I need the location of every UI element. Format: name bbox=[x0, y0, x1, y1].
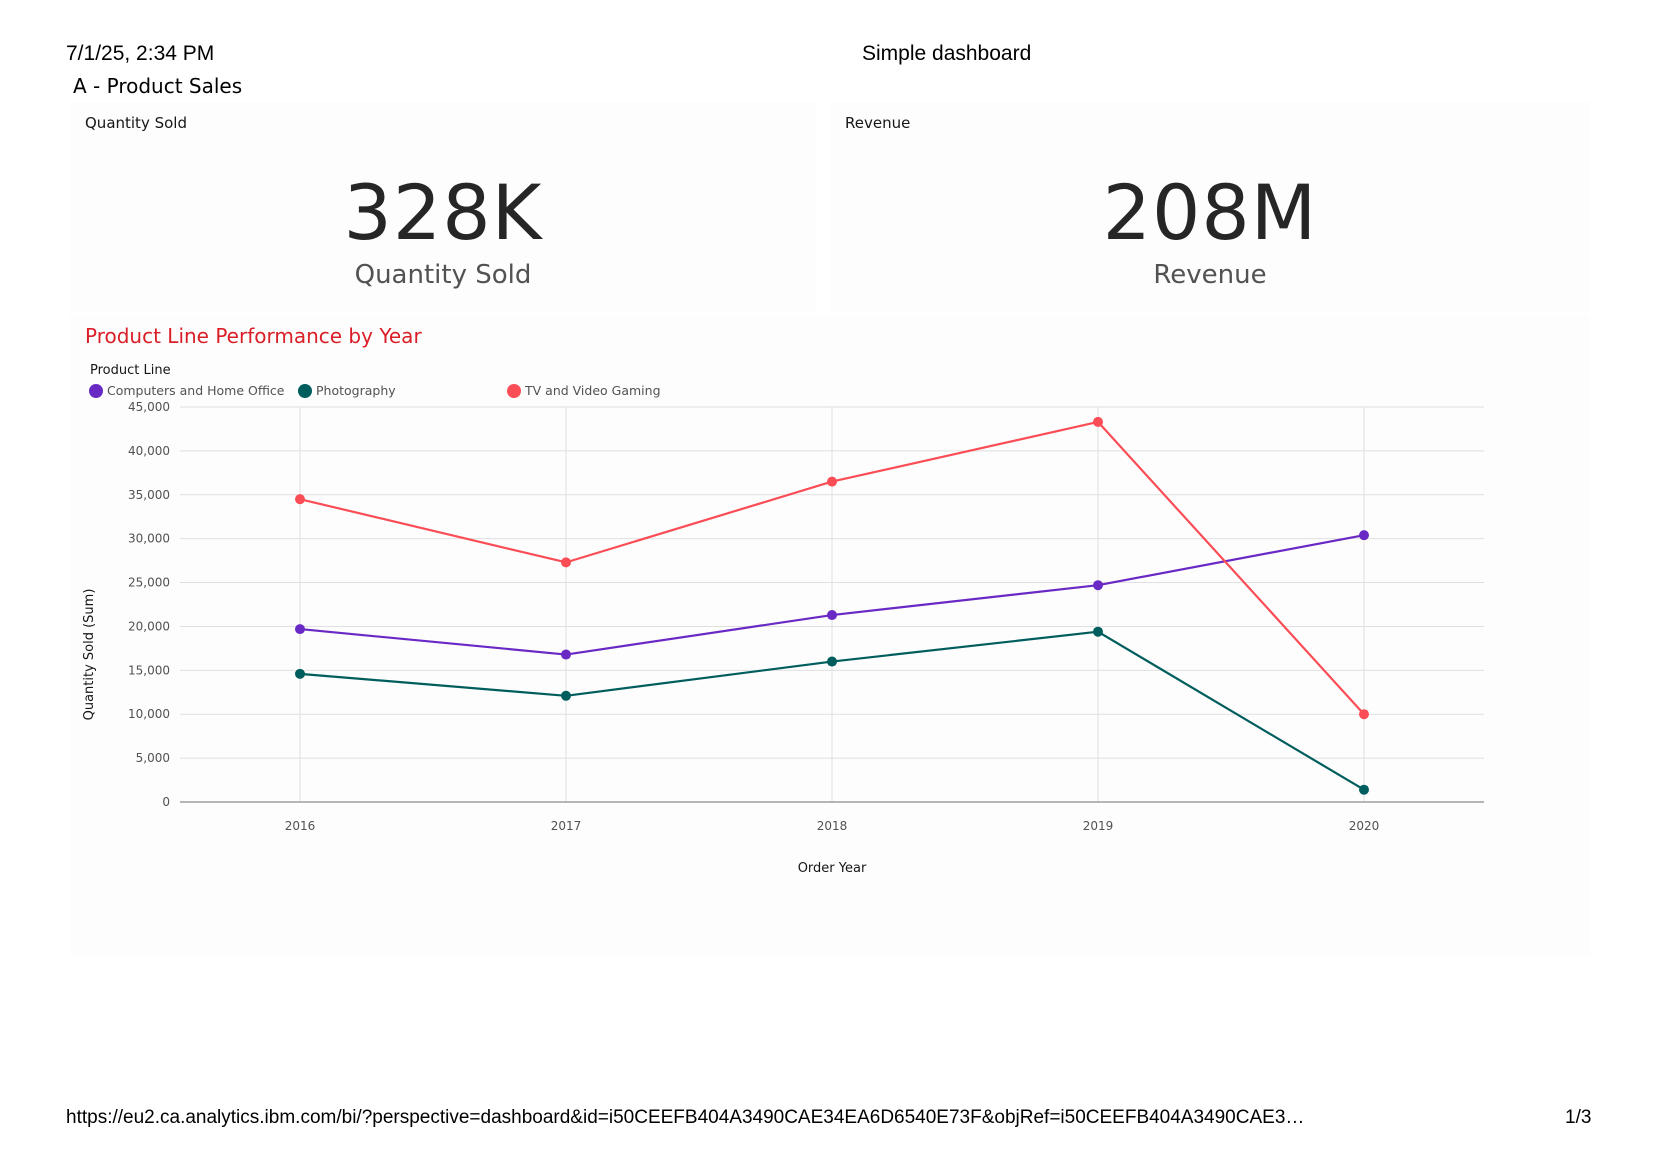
data-point bbox=[1093, 626, 1103, 637]
dashboard-tab-name: A - Product Sales bbox=[73, 74, 243, 98]
y-tick-label: 35,000 bbox=[128, 488, 170, 502]
y-tick-label: 10,000 bbox=[128, 707, 170, 721]
y-tick-label: 5,000 bbox=[136, 751, 170, 765]
kpi-quantity-sold-widget[interactable]: Quantity Sold 328K Quantity Sold bbox=[70, 102, 816, 312]
data-point bbox=[827, 476, 837, 487]
line-chart-widget[interactable]: Product Line Performance by Year Product… bbox=[70, 315, 1590, 955]
data-point bbox=[1093, 580, 1103, 591]
y-tick-label: 15,000 bbox=[128, 663, 170, 677]
y-tick-label: 30,000 bbox=[128, 532, 170, 546]
kpi-value: 328K bbox=[343, 168, 543, 257]
data-point bbox=[1359, 530, 1369, 541]
x-tick-label: 2018 bbox=[817, 819, 848, 833]
data-point bbox=[827, 610, 837, 621]
kpi-widget-title: Quantity Sold bbox=[85, 114, 187, 132]
legend-item-photography[interactable]: Photography bbox=[298, 383, 396, 398]
axis-layer: 0 5,000 10,000 15,000 20,000 25,000 30,000 35,0… bbox=[128, 400, 1484, 833]
legend-label: Photography bbox=[316, 383, 396, 398]
y-tick-label: 20,000 bbox=[128, 619, 170, 633]
data-point bbox=[1093, 416, 1103, 427]
x-tick-label: 2016 bbox=[285, 819, 316, 833]
data-point bbox=[1359, 709, 1369, 720]
legend-swatch bbox=[89, 383, 103, 398]
data-point bbox=[561, 649, 571, 660]
x-tick-label: 2020 bbox=[1349, 819, 1380, 833]
legend-label: TV and Video Gaming bbox=[525, 383, 661, 398]
legend-label: Computers and Home Office bbox=[107, 383, 285, 398]
y-tick-label: 0 bbox=[162, 795, 170, 809]
kpi-widget-title: Revenue bbox=[845, 114, 911, 132]
print-footer-url: https://eu2.ca.analytics.ibm.com/bi/?per… bbox=[66, 1107, 1305, 1128]
legend-item-computers[interactable]: Computers and Home Office bbox=[89, 383, 285, 398]
line-chart-svg: 0 5,000 10,000 15,000 20,000 25,000 30,000 35,0… bbox=[82, 400, 1484, 876]
chart-title: Product Line Performance by Year bbox=[85, 324, 422, 348]
y-tick-label: 40,000 bbox=[128, 444, 170, 458]
kpi-value: 208M bbox=[1102, 168, 1318, 257]
x-tick-label: 2017 bbox=[551, 819, 582, 833]
x-axis-title: Order Year bbox=[798, 861, 867, 876]
kpi-label: Quantity Sold bbox=[354, 260, 532, 290]
legend-swatch bbox=[298, 383, 312, 398]
data-point bbox=[1359, 784, 1369, 795]
data-point bbox=[295, 668, 305, 679]
y-tick-label: 25,000 bbox=[128, 576, 170, 590]
legend-swatch bbox=[507, 383, 521, 398]
print-timestamp: 7/1/25, 2:34 PM bbox=[66, 42, 215, 65]
kpi-revenue-widget[interactable]: Revenue 208M Revenue bbox=[830, 102, 1590, 312]
print-page-number: 1/3 bbox=[1565, 1107, 1592, 1128]
data-point bbox=[295, 624, 305, 635]
kpi-label: Revenue bbox=[1153, 260, 1267, 290]
data-point bbox=[827, 656, 837, 667]
legend-title: Product Line bbox=[90, 363, 171, 378]
grid-layer bbox=[180, 406, 1484, 802]
y-tick-label: 45,000 bbox=[128, 400, 170, 414]
legend-item-tv-gaming[interactable]: TV and Video Gaming bbox=[507, 383, 661, 398]
data-point bbox=[561, 690, 571, 701]
series-layer bbox=[295, 416, 1369, 795]
x-tick-label: 2019 bbox=[1083, 819, 1114, 833]
data-point bbox=[295, 494, 305, 505]
y-axis-title: Quantity Sold (Sum) bbox=[82, 589, 97, 721]
data-point bbox=[561, 557, 571, 568]
dashboard-title: Simple dashboard bbox=[862, 42, 1032, 65]
